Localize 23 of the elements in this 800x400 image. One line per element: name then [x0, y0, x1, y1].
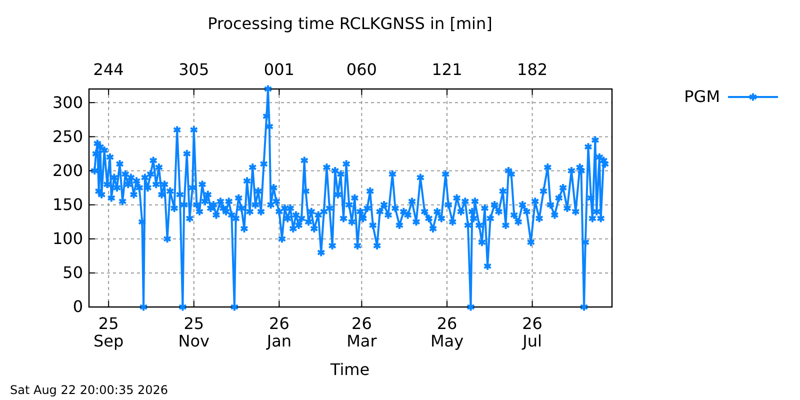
y-tick-label: 0 [72, 297, 83, 316]
x-tick-label: 25 Sep [94, 314, 124, 351]
y-tick-label: 50 [62, 263, 83, 282]
y-tick-label: 300 [52, 92, 83, 112]
x2-tick-label: 060 [346, 60, 377, 79]
x-tick-label: 26 Mar [346, 314, 378, 351]
chart-title: Processing time RCLKGNSS in [min] [208, 14, 492, 33]
x2-tick-label: 305 [178, 60, 210, 79]
x-axis-title: Time [329, 360, 370, 379]
x-tick-label: 26 May [430, 314, 464, 351]
text: Sat Aug 22 20:00:35 2026 [10, 383, 168, 397]
x-tick-label: 26 Jan [266, 314, 292, 351]
y-tick-label: 200 [52, 160, 83, 180]
y-tick-label: 150 [52, 194, 83, 214]
y-tick-label: 100 [52, 228, 83, 248]
x2-tick-label: 182 [517, 60, 548, 79]
x2-tick-label: 121 [432, 60, 462, 79]
x2-tick-label: 001 [264, 60, 294, 79]
y-tick-label: 250 [52, 126, 83, 146]
legend-label: PGM [684, 87, 720, 106]
x2-tick-label: 244 [93, 60, 124, 79]
x-tick-label: 25 Nov [178, 314, 210, 351]
x-tick-label: 26 Jul [522, 314, 542, 351]
